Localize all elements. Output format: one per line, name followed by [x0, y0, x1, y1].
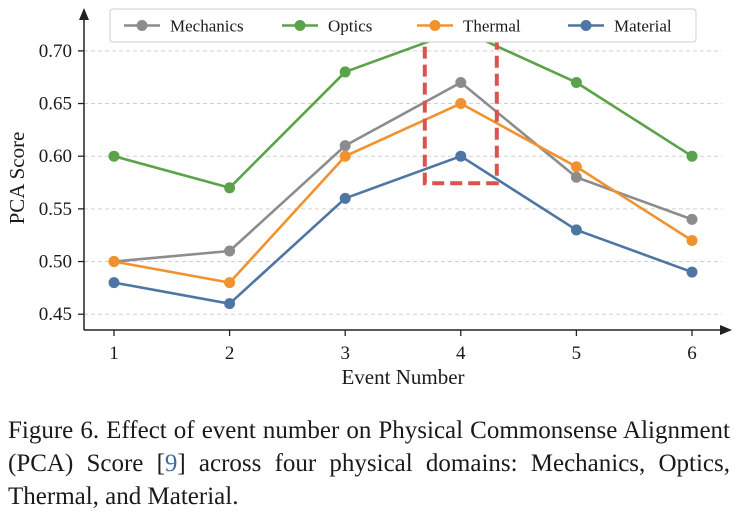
data-point-optics [339, 66, 351, 78]
data-point-mechanics [570, 171, 582, 183]
x-axis-label: Event Number [341, 365, 464, 389]
citation-link[interactable]: 9 [164, 450, 178, 477]
y-axis-label: PCA Score [5, 132, 29, 225]
x-tick-label: 4 [456, 343, 466, 364]
legend-box [109, 8, 697, 43]
series-line-mechanics [113, 81, 693, 263]
x-axis-arrow [720, 325, 732, 335]
caption-text-end: ] across four physical domains: Mechanic… [8, 450, 730, 510]
figure-caption: Figure 6. Effect of event number on Phys… [8, 414, 730, 513]
legend-label-mechanics: Mechanics [170, 17, 244, 36]
y-tick-label: 0.55 [39, 199, 72, 220]
legend-label-optics: Optics [328, 17, 372, 36]
data-point-material [686, 266, 698, 278]
legend-marker-mechanics [136, 20, 148, 31]
data-point-thermal [224, 277, 236, 289]
legend-label-material: Material [614, 17, 672, 36]
data-point-optics [108, 150, 120, 162]
legend-marker-material [580, 20, 592, 31]
data-point-mechanics [224, 245, 236, 257]
data-point-thermal [339, 150, 351, 162]
series-line-thermal [113, 102, 693, 284]
y-tick-label: 0.65 [39, 94, 72, 115]
series-line-optics [113, 28, 693, 190]
series-line-material [113, 154, 693, 305]
legend-marker-thermal [429, 20, 441, 31]
data-series [108, 24, 698, 310]
caption-text-start: Figure 6. Effect of event number on Phys… [8, 417, 730, 477]
legend-label-thermal: Thermal [463, 17, 521, 36]
x-tick-label: 6 [687, 343, 697, 364]
legend-marker-optics [294, 20, 306, 31]
data-point-thermal [686, 234, 698, 246]
data-point-optics [686, 150, 698, 162]
data-point-optics [570, 76, 582, 88]
data-point-mechanics [686, 213, 698, 225]
y-axis-arrow [79, 8, 89, 20]
data-point-material [455, 150, 467, 162]
data-point-material [570, 224, 582, 236]
data-point-thermal [455, 98, 467, 110]
data-point-mechanics [339, 140, 351, 152]
data-point-optics [224, 182, 236, 194]
data-point-material [108, 277, 120, 289]
y-tick-label: 0.60 [39, 146, 72, 167]
data-point-material [224, 298, 236, 310]
x-tick-label: 5 [572, 343, 582, 364]
x-tick-label: 2 [225, 343, 235, 364]
x-tick-label: 1 [109, 343, 119, 364]
y-tick-label: 0.45 [39, 304, 72, 325]
data-point-thermal [570, 161, 582, 173]
pca-score-chart: 0.45 0.50 0.55 0.60 0.65 0.70 1 2 3 4 5 6 Mechanics… [5, 8, 732, 389]
y-tick-label: 0.70 [39, 41, 72, 62]
legend: Mechanics Optics Thermal Material [109, 8, 697, 43]
data-point-thermal [108, 256, 120, 268]
y-tick-label: 0.50 [39, 252, 72, 273]
x-tick-label: 3 [340, 343, 350, 364]
axes: 0.45 0.50 0.55 0.60 0.65 0.70 1 2 3 4 5 6 [39, 8, 732, 364]
data-point-mechanics [455, 76, 467, 88]
data-point-material [339, 192, 351, 204]
